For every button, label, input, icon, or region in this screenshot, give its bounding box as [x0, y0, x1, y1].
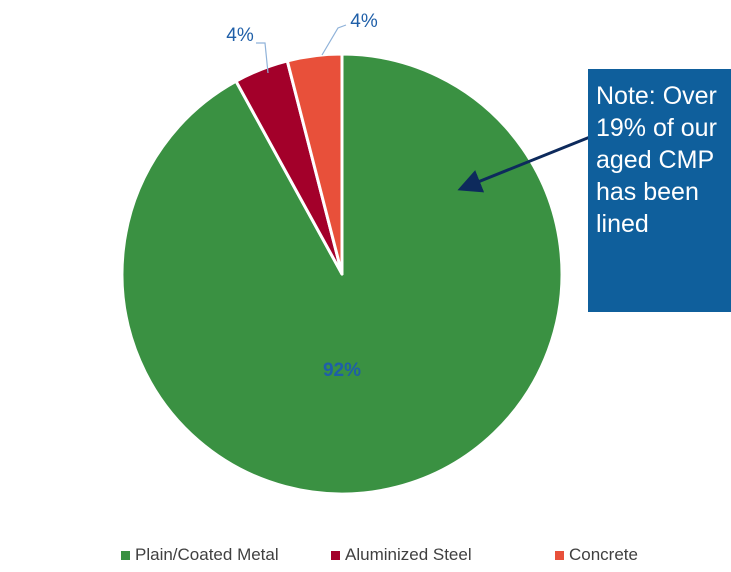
data-label-concrete: 4%: [350, 11, 378, 32]
data-labels: 92% 4% 4%: [226, 11, 378, 381]
leader-line: [321, 24, 347, 56]
legend-label: Plain/Coated Metal: [135, 545, 279, 564]
note-arrow: [457, 135, 591, 193]
legend: Plain/Coated Metal Aluminized Steel Conc…: [0, 545, 731, 569]
leader-lines: [256, 24, 347, 74]
legend-item-aluminized-steel: Aluminized Steel: [331, 545, 472, 565]
pie-slice-concrete: [285, 52, 344, 276]
leader-line: [256, 42, 269, 74]
data-label-aluminized-steel: 4%: [226, 25, 254, 46]
legend-label: Concrete: [569, 545, 638, 564]
legend-swatch: [121, 550, 130, 560]
note-callout: Note: Over 19% of our aged CMP has been …: [588, 69, 731, 312]
legend-swatch: [331, 550, 340, 560]
legend-item-concrete: Concrete: [555, 545, 638, 565]
legend-item-plain-coated-metal: Plain/Coated Metal: [121, 545, 279, 565]
legend-label: Aluminized Steel: [345, 545, 472, 564]
arrow-line: [457, 135, 591, 193]
legend-swatch: [555, 550, 564, 560]
pie-slices: [120, 52, 564, 496]
data-label-plain-coated-metal: 92%: [323, 360, 361, 381]
